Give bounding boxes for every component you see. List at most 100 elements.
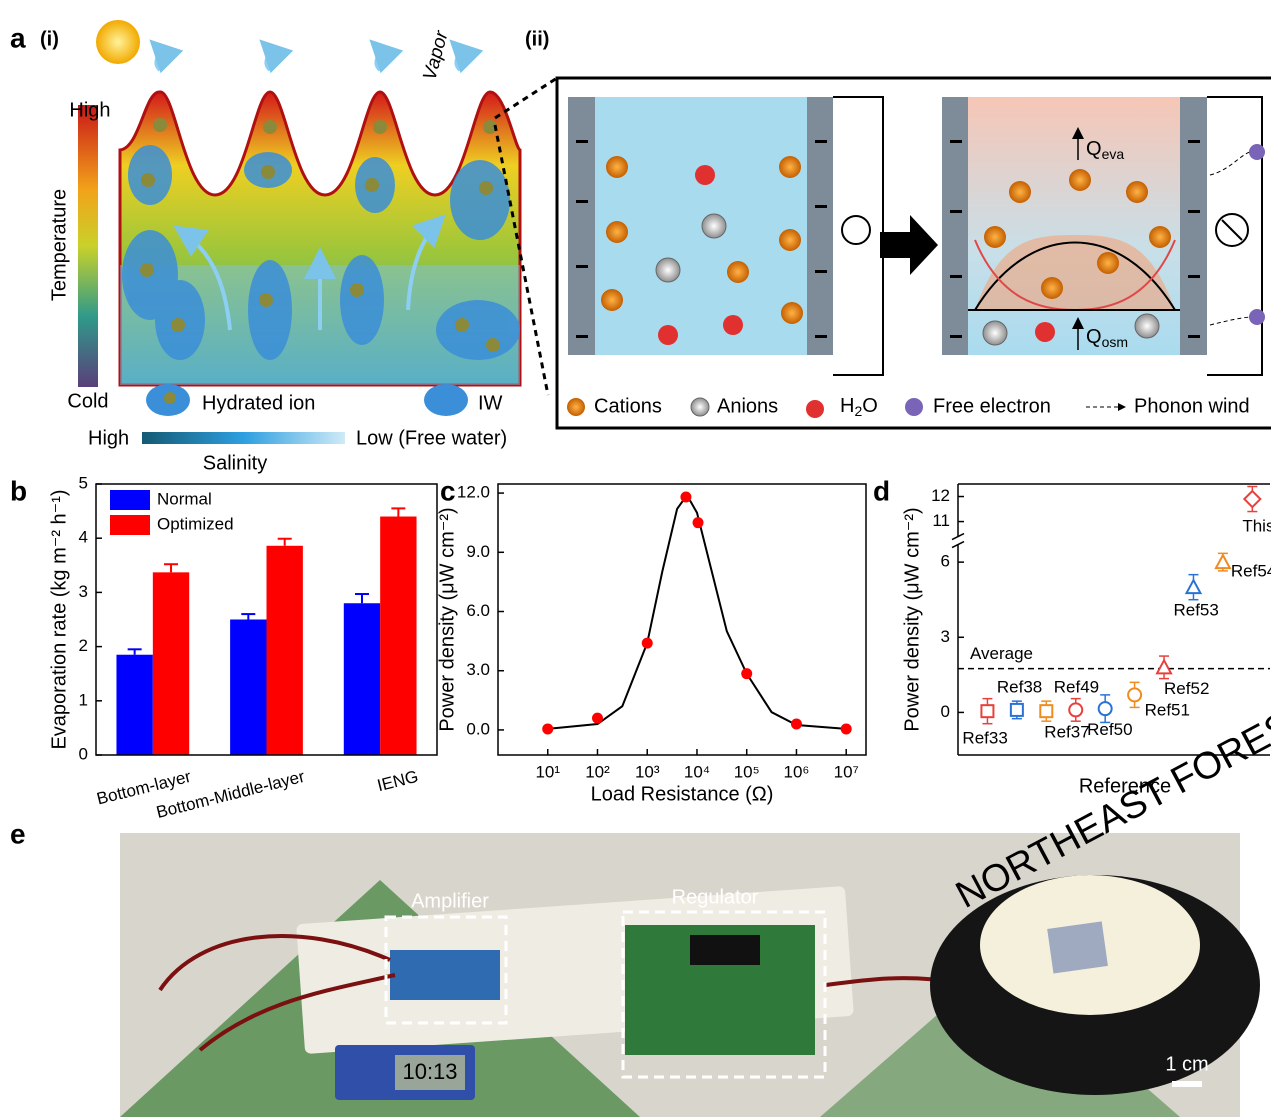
y-tick-label: 6.0 [466, 601, 490, 620]
plot-frame [498, 484, 866, 755]
electrode [568, 97, 595, 355]
amplifier-board [390, 950, 500, 1000]
average-label: Average [970, 644, 1033, 663]
data-point [592, 713, 603, 724]
legend-icon [567, 398, 585, 416]
data-point [693, 517, 704, 528]
x-tick-label: 10⁶ [784, 762, 810, 781]
temperature-title: Temperature [48, 189, 70, 301]
iw-label: IW [478, 392, 503, 414]
phonon-wind [1210, 152, 1250, 175]
temperature-bar [78, 105, 98, 387]
point-label: Ref33 [962, 729, 1007, 748]
panel-a-ii: (ii) Qeva Qosm Cations Anions H2O Free e… [495, 28, 1271, 428]
temperature-high: High [69, 99, 110, 121]
y-tick-label: 6 [941, 552, 950, 571]
y-axis-label: Power density (μW cm⁻²) [901, 507, 923, 731]
cell-water [595, 97, 807, 355]
data-point [841, 723, 852, 734]
marker [1186, 580, 1200, 593]
legend-icon [905, 398, 923, 416]
panel-a-i: (i) High Cold Temperature Vapor Hydrated… [40, 20, 520, 474]
point-label: Ref49 [1054, 677, 1099, 696]
y-tick-label: 2 [79, 636, 88, 655]
x-tick-label: IENG [375, 767, 420, 795]
source [842, 216, 870, 244]
data-point [542, 723, 553, 734]
y-tick-label: 0 [941, 702, 950, 721]
marker [1128, 688, 1141, 701]
bar [267, 546, 303, 755]
point-label: Ref37 [1044, 723, 1089, 742]
data-point [680, 492, 691, 503]
legend-label: Free electron [933, 395, 1051, 417]
panel-label: e [10, 818, 26, 849]
y-axis-label: Evaporation rate (kg m⁻² h⁻¹) [48, 489, 70, 749]
display [690, 935, 760, 965]
panel-label: a [10, 22, 26, 53]
electrode [807, 97, 833, 355]
bar [116, 655, 152, 755]
legend-label: Optimized [157, 514, 234, 533]
y-tick-label: 3.0 [466, 660, 490, 679]
x-tick-label: 10⁷ [834, 762, 859, 781]
y-tick-label: 12 [931, 486, 950, 505]
y-tick-label: 5 [79, 473, 88, 492]
y-tick-label: 12.0 [457, 483, 490, 502]
legend-icon [806, 400, 824, 418]
y-tick-label: 4 [79, 528, 88, 547]
bar [344, 603, 380, 755]
big-arrow [880, 215, 938, 275]
regulator-label: Regulator [672, 886, 759, 908]
sub-label: (i) [40, 28, 59, 50]
panel-label: d [873, 475, 890, 506]
electron [1249, 309, 1265, 325]
legend-swatch [110, 515, 150, 535]
figure: a b c d e (i) High Cold Temperature Vapo… [0, 0, 1271, 1117]
amplifier-label: Amplifier [411, 890, 489, 912]
marker [1244, 491, 1260, 507]
sun [96, 20, 140, 64]
x-axis-label: Reference [1079, 775, 1171, 797]
salinity-bar [142, 432, 345, 444]
x-tick-label: 10² [585, 762, 610, 781]
legend-label: Phonon wind [1134, 395, 1250, 417]
bar [230, 620, 266, 756]
temperature-cold: Cold [67, 390, 108, 412]
marker [1011, 704, 1023, 716]
point-label: Ref38 [997, 677, 1042, 696]
phonon-wind [1210, 317, 1250, 325]
iw-icon [424, 384, 468, 416]
data-point [791, 719, 802, 730]
marker [1216, 555, 1230, 568]
scale-bar-label: 1 cm [1165, 1053, 1208, 1075]
h2o-h: H [840, 395, 854, 417]
q-main: Q [1086, 138, 1102, 160]
point-label: Ref54 [1231, 562, 1271, 581]
salinity-title: Salinity [203, 452, 267, 474]
fit-curve [548, 495, 847, 729]
y-tick-label: 11 [932, 511, 950, 530]
electrode [1180, 97, 1207, 355]
q-sub: osm [1102, 334, 1128, 350]
point-label: Ref52 [1164, 679, 1209, 698]
marker [1157, 660, 1171, 673]
q-sub: eva [1102, 146, 1125, 162]
electrode [942, 97, 968, 355]
legend-icon [691, 398, 709, 416]
point-label: This work [1242, 517, 1271, 536]
x-tick-label: 10¹ [535, 762, 560, 781]
legend-label: Normal [157, 489, 212, 508]
marker [1069, 703, 1082, 716]
hydrated-ion-label: Hydrated ion [202, 392, 315, 414]
h2o-o: O [862, 395, 878, 417]
vapor-label: Vapor [419, 28, 452, 82]
y-axis-label: Power density (μW cm⁻²) [436, 507, 458, 731]
panel-label: b [10, 475, 27, 506]
point-label: Ref53 [1173, 601, 1218, 620]
data-point [741, 668, 752, 679]
marker [981, 705, 993, 717]
y-tick-label: 9.0 [466, 542, 490, 561]
point-label: Ref51 [1145, 700, 1190, 719]
salinity-high: High [88, 427, 129, 449]
